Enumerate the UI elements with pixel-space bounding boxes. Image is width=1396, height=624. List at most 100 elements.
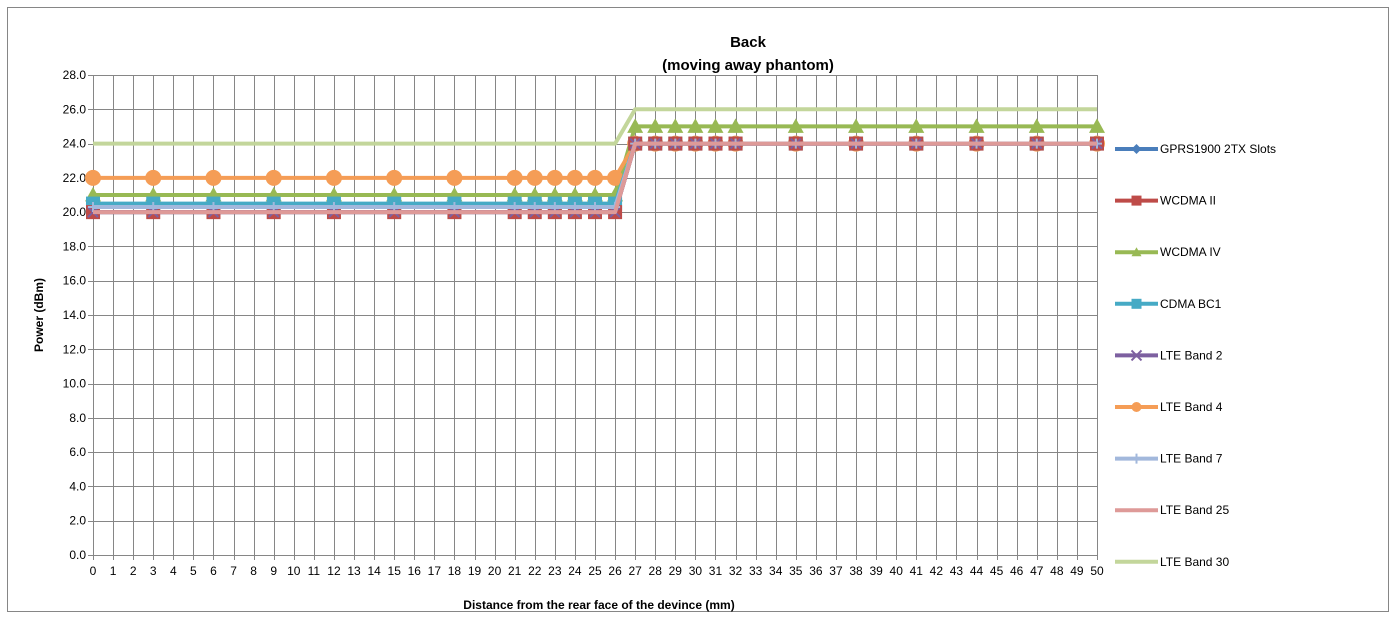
x-tick-label: 15 [388,564,402,578]
x-tick-label: 35 [789,564,803,578]
chart-title: Back [730,34,767,51]
data-point [1130,349,1143,362]
x-tick-label: 12 [327,564,341,578]
x-tick-label: 22 [528,564,542,578]
legend-label: GPRS1900 2TX Slots [1160,142,1276,156]
x-axis-title: Distance from the rear face of the devin… [463,598,734,612]
axes: 0.0 2.0 4.0 6.0 8.0 10.0 12.0 14.0 16.0 18.0 20.0 2… [63,68,1104,578]
legend-entry: LTE Band 4 [1115,400,1223,414]
y-tick-label: 14.0 [63,308,87,322]
y-tick-label: 18.0 [63,239,87,253]
x-tick-label: 18 [448,564,462,578]
data-point [386,169,403,186]
data-point [265,169,282,186]
y-tick-label: 4.0 [69,479,86,493]
data-point [687,118,704,133]
y-tick-label: 26.0 [63,102,87,116]
legend-label: LTE Band 25 [1160,503,1229,517]
x-tick-label: 39 [869,564,883,578]
data-point [145,169,162,186]
legend-entry: WCDMA II [1115,194,1216,208]
legend-entry: LTE Band 25 [1115,503,1229,517]
data-point [1131,402,1142,412]
series-lte-band-25 [93,141,1097,215]
data-point [1131,298,1142,309]
y-tick-label: 6.0 [69,445,86,459]
x-tick-label: 32 [729,564,743,578]
x-tick-label: 20 [488,564,502,578]
y-tick-label: 0.0 [69,548,86,562]
data-point [908,118,925,133]
x-tick-label: 41 [910,564,924,578]
x-tick-label: 36 [809,564,823,578]
legend-label: LTE Band 2 [1160,348,1223,362]
x-tick-label: 7 [230,564,237,578]
x-tick-label: 29 [669,564,683,578]
x-tick-label: 42 [930,564,944,578]
legend-entry: LTE Band 7 [1115,452,1223,466]
x-tick-label: 38 [849,564,863,578]
data-point [546,169,563,186]
series-line [93,107,1097,146]
data-point [506,169,523,186]
x-tick-label: 11 [308,564,321,578]
legend-label: WCDMA II [1160,194,1216,208]
data-point [787,118,804,133]
x-tick-label: 31 [709,564,723,578]
y-tick-label: 12.0 [63,342,87,356]
x-tick-label: 50 [1090,564,1104,578]
x-tick-label: 13 [347,564,361,578]
data-point [205,169,222,186]
x-tick-label: 46 [1010,564,1024,578]
legend-entry: LTE Band 2 [1115,348,1223,362]
x-tick-label: 33 [749,564,763,578]
data-point [1131,247,1142,257]
legend-label: WCDMA IV [1160,245,1221,259]
x-tick-label: 6 [210,564,217,578]
x-tick-label: 9 [270,564,277,578]
x-tick-label: 26 [608,564,622,578]
data-point [325,169,342,186]
legend-entry: CDMA BC1 [1115,297,1222,311]
x-tick-label: 8 [250,564,257,578]
data-point [526,169,543,186]
legend-label: CDMA BC1 [1160,297,1222,311]
y-tick-label: 16.0 [63,274,87,288]
data-point [446,169,463,186]
x-tick-label: 3 [150,564,157,578]
legend-label: LTE Band 30 [1160,555,1229,569]
data-point [1131,144,1142,154]
x-tick-label: 27 [628,564,642,578]
legend-label: LTE Band 4 [1160,400,1223,414]
x-tick-label: 10 [287,564,301,578]
x-tick-label: 47 [1030,564,1044,578]
legend-entry: LTE Band 30 [1115,555,1229,569]
x-tick-label: 14 [367,564,381,578]
data-point [85,169,101,186]
data-point [566,169,583,186]
y-tick-label: 8.0 [69,411,86,425]
x-tick-label: 24 [568,564,582,578]
x-tick-label: 16 [408,564,422,578]
x-tick-label: 43 [950,564,964,578]
x-tick-label: 25 [588,564,602,578]
x-tick-label: 48 [1050,564,1064,578]
data-point [1028,118,1045,133]
x-tick-label: 23 [548,564,562,578]
x-tick-label: 34 [769,564,783,578]
data-point [707,118,724,133]
legend-entry: GPRS1900 2TX Slots [1115,142,1276,156]
data-point [627,118,644,133]
x-tick-label: 45 [990,564,1004,578]
data-point [727,118,744,133]
legend-label: LTE Band 7 [1160,452,1223,466]
x-tick-label: 0 [90,564,97,578]
x-tick-label: 1 [110,564,117,578]
data-point [1131,453,1142,464]
y-axis-title: Power (dBm) [32,278,46,352]
x-tick-label: 5 [190,564,197,578]
x-tick-label: 2 [130,564,137,578]
x-tick-label: 19 [468,564,482,578]
